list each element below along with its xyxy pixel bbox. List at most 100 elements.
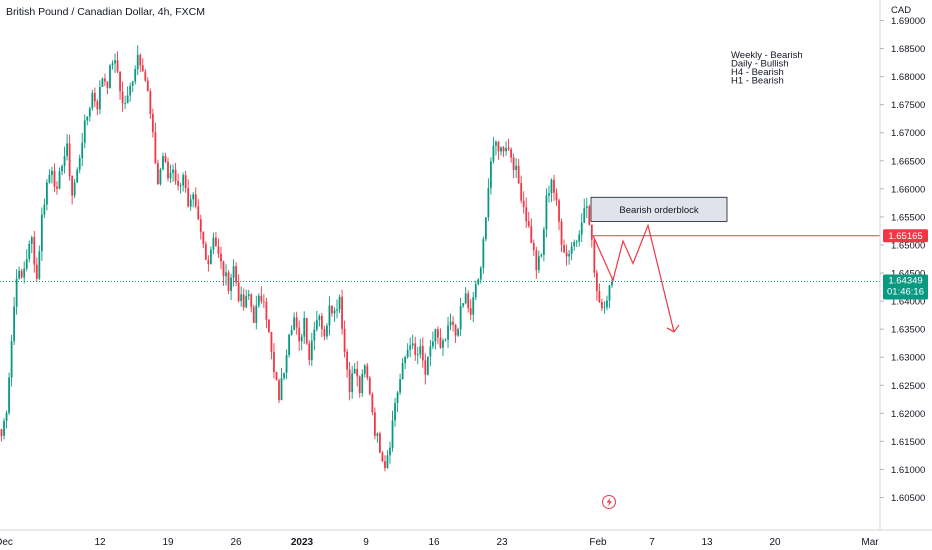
candle-body [260, 295, 263, 302]
time-tick-label: 13 [701, 537, 713, 548]
candle-body [131, 81, 134, 86]
candle-body [553, 179, 555, 193]
candle-body [86, 116, 89, 121]
price-axis-ticks[interactable]: 1.69000 1.68500 1.68000 1.67500 1.67000 1.665… [880, 16, 925, 504]
candle-body [442, 340, 444, 348]
candle-body [464, 293, 467, 304]
price-tick-label: 1.65000 [891, 240, 925, 251]
candle-body [215, 237, 217, 247]
orderblock-box[interactable]: Bearish orderblock [590, 196, 728, 222]
candle-body [76, 169, 79, 183]
time-tick-label: 26 [230, 537, 242, 548]
candle-body [192, 194, 195, 200]
price-tick-label: 1.61000 [891, 465, 925, 476]
price-tick-label: 1.67500 [891, 100, 925, 111]
price-tick-label: 1.66500 [891, 156, 925, 167]
candle-body [419, 346, 422, 355]
candle-body [318, 315, 321, 320]
candle-body [396, 392, 399, 403]
candle-body [119, 71, 121, 92]
candle-body [492, 145, 495, 162]
candle-body [575, 241, 578, 243]
candle-body [91, 92, 94, 109]
candle-body [81, 142, 84, 159]
candle-body [96, 101, 99, 110]
candle-body [558, 200, 560, 222]
candle-body [336, 309, 338, 311]
time-tick-label: 16 [428, 537, 440, 548]
candle-body [250, 294, 253, 308]
candle-body [495, 141, 497, 146]
candle-body [606, 300, 608, 308]
candle-body [245, 296, 248, 308]
candle-body [368, 377, 371, 395]
candle-body [346, 351, 349, 370]
candle-body [204, 244, 207, 260]
candle-body [3, 420, 5, 436]
chart-title: British Pound / Canadian Dollar, 4h, FXC… [6, 6, 205, 18]
candle-body [331, 305, 333, 314]
candle-body [53, 170, 56, 187]
time-tick-label: 20 [769, 537, 781, 548]
candle-body [371, 394, 374, 413]
candle-body [542, 229, 545, 255]
candle-body [426, 356, 429, 375]
price-tick-label: 1.65500 [891, 212, 925, 223]
candle-body [429, 346, 432, 357]
candle-body [207, 259, 210, 265]
candle-body [290, 329, 293, 335]
candle-body [265, 301, 268, 320]
candle-body [106, 81, 109, 88]
candles-layer [0, 45, 613, 472]
time-axis-ticks[interactable]: Dec 12 19 26 2023 9 16 23 Feb 7 13 20 Mar [0, 537, 879, 548]
candle-body [93, 92, 96, 102]
candle-body [379, 433, 381, 453]
candle-body [482, 239, 485, 268]
projection-path[interactable] [592, 223, 675, 333]
candle-body [252, 307, 255, 323]
candle-body [237, 282, 240, 302]
candle-body [361, 373, 364, 394]
orderblock-rect[interactable] [590, 196, 728, 222]
candle-body [550, 179, 553, 194]
candle-body [535, 250, 538, 271]
candle-body [517, 165, 520, 184]
candle-body [295, 317, 298, 328]
price-axis-background [880, 0, 932, 530]
last-price-tag-value: 1.64349 [888, 276, 922, 287]
candle-body [565, 252, 568, 257]
candle-body [209, 249, 212, 265]
lightning-icon[interactable] [602, 495, 616, 509]
candle-body [530, 226, 533, 243]
candle-body [391, 420, 394, 448]
candle-body [366, 365, 369, 378]
candle-body [129, 85, 132, 96]
price-tick-label: 1.60500 [891, 493, 925, 504]
candle-body [603, 307, 606, 309]
candle-body [373, 412, 376, 436]
candle-body [0, 429, 3, 436]
candle-body [439, 337, 442, 348]
candle-body [126, 95, 129, 104]
candle-body [8, 377, 10, 413]
candle-body [169, 172, 172, 179]
candle-body [510, 149, 512, 158]
candle-body [15, 278, 18, 307]
candle-body [532, 242, 535, 251]
bias-note: H1 - Bearish [731, 76, 784, 87]
candle-body [278, 380, 280, 401]
candle-body [328, 305, 331, 326]
candle-body [527, 221, 530, 227]
price-tick-label: 1.67000 [891, 128, 925, 139]
candle-body [401, 362, 404, 380]
bias-note: H4 - Bearish [731, 67, 784, 78]
candle-body [13, 306, 16, 342]
price-tick-label: 1.68500 [891, 44, 925, 55]
candle-body [348, 369, 351, 392]
candle-body [255, 305, 258, 323]
candle-body [18, 270, 21, 279]
candle-body [212, 237, 215, 250]
candle-body [5, 412, 8, 421]
time-tick-label: 9 [363, 537, 369, 548]
